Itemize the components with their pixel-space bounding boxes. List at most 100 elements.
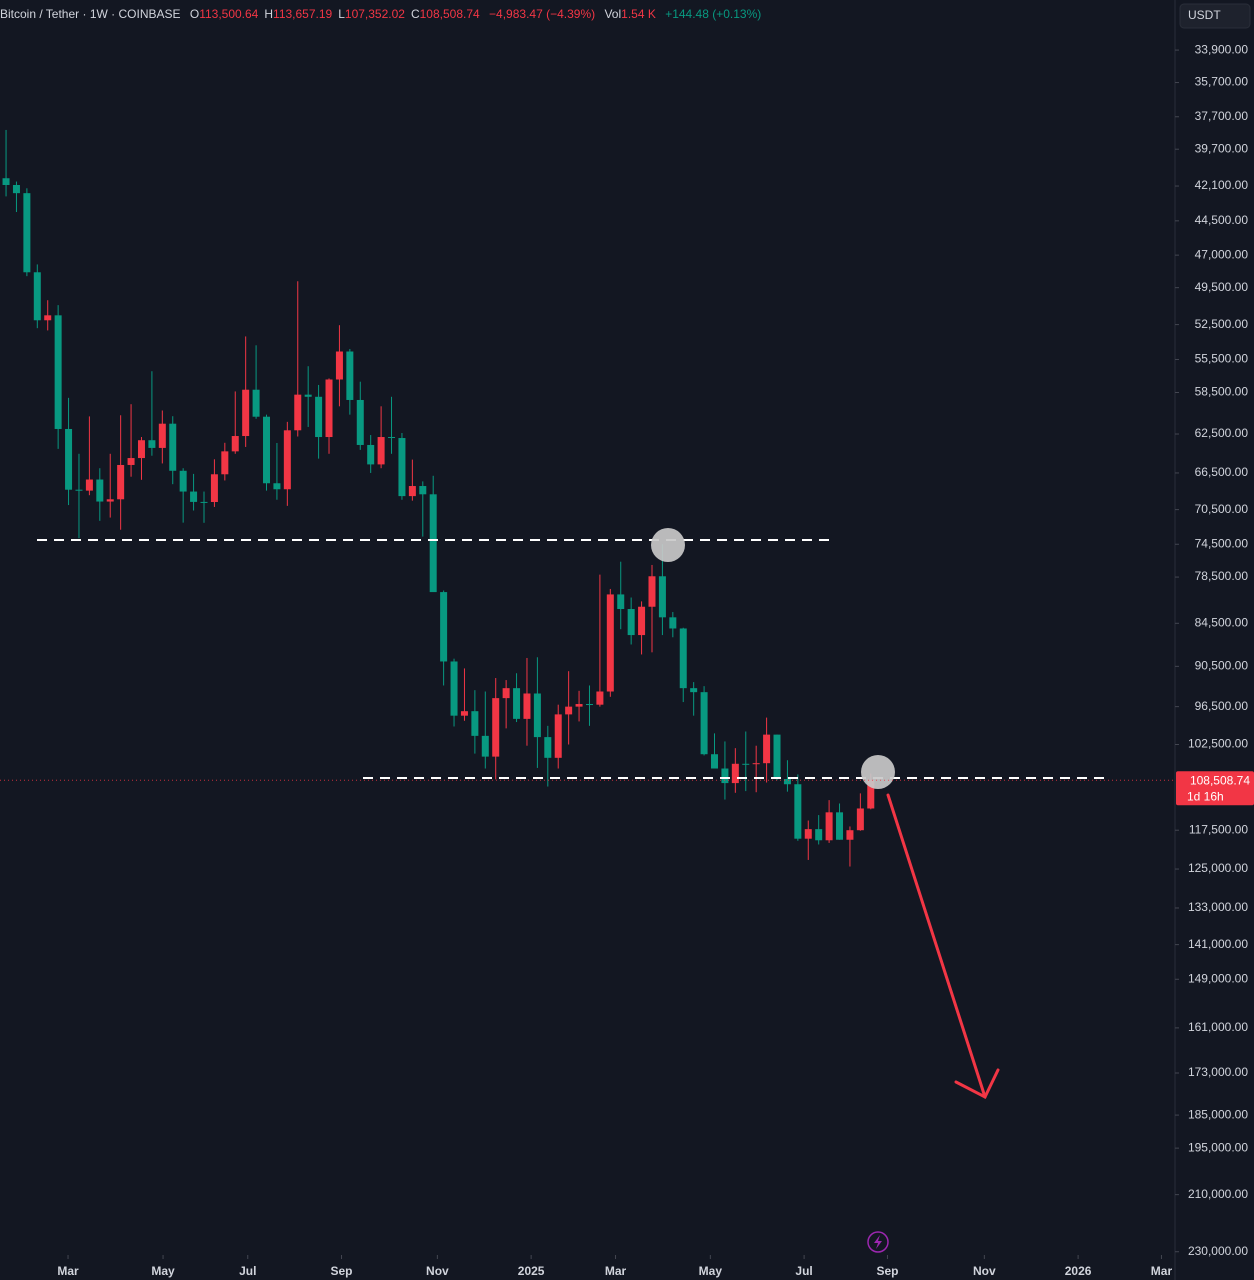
x-tick-label: Jul [795, 1264, 812, 1278]
ohlc-key: O [189, 7, 200, 21]
candle-body [648, 576, 656, 607]
ohlc-key: L [338, 7, 345, 21]
candle-body [721, 768, 729, 784]
candle-body [325, 379, 333, 438]
symbol-title: Bitcoin / Tether · 1W · COINBASE [0, 7, 181, 21]
candle-body [408, 486, 416, 497]
ohlc-value: 108,508.74 [419, 7, 480, 21]
candle-body [429, 494, 437, 593]
y-tick-label: 74,500.00 [1195, 536, 1249, 550]
y-tick-label: 37,700.00 [1195, 109, 1249, 123]
candle-body [492, 698, 500, 757]
candle-body [127, 458, 135, 465]
candle-body [846, 830, 854, 840]
candle-body [377, 437, 385, 465]
change-label: −4,983.47 (−4.39%) [489, 7, 596, 21]
candle-body [825, 812, 833, 841]
countdown-label: 1d 16h [1187, 789, 1224, 803]
y-tick-label: 78,500.00 [1195, 569, 1249, 583]
candle-body [23, 193, 31, 273]
candle-body [388, 437, 396, 439]
candle-body [856, 808, 864, 831]
candle-body [638, 606, 646, 636]
candles [2, 129, 875, 867]
candle-body [190, 491, 198, 502]
last-price-label: 108,508.74 [1190, 773, 1250, 787]
candle-body [679, 628, 687, 689]
y-tick-label: 195,000.00 [1188, 1140, 1248, 1154]
candle-body [731, 763, 739, 784]
candle-body [242, 389, 250, 437]
currency-button[interactable] [1179, 3, 1251, 29]
lightning-icon[interactable] [867, 1231, 889, 1253]
candle-body [419, 486, 427, 495]
x-tick-label: Nov [973, 1264, 996, 1278]
candle-body [585, 704, 593, 706]
y-tick-label: 185,000.00 [1188, 1107, 1248, 1121]
candle-body [617, 594, 625, 610]
candle-body [283, 430, 291, 490]
y-tick-label: 102,500.00 [1188, 737, 1248, 751]
candle-body [117, 464, 125, 500]
candle-body [33, 272, 41, 321]
candle-body [75, 489, 83, 491]
ohlc-value: 107,352.02 [344, 7, 405, 21]
candle-body [169, 423, 177, 471]
candle-body [315, 396, 323, 438]
candle-body [565, 706, 573, 715]
candle-body [179, 470, 187, 492]
candle-body [460, 711, 468, 716]
ohlc-key: H [264, 7, 274, 21]
candle-body [544, 737, 552, 758]
volume-change: +144.48 (+0.13%) [665, 7, 762, 21]
candle-body [815, 829, 823, 841]
y-tick-label: 133,000.00 [1188, 900, 1248, 914]
candle-body [513, 688, 521, 719]
x-tick-label: Mar [57, 1264, 79, 1278]
y-tick-label: 58,500.00 [1195, 385, 1249, 399]
candle-body [367, 444, 375, 465]
ohlc-legend: O113,500.64 H113,657.19 L107,352.02 C108,50… [184, 7, 480, 21]
y-tick-label: 117,500.00 [1189, 822, 1248, 836]
lightning-glyph [874, 1235, 882, 1249]
last-price-box [1176, 771, 1254, 806]
x-tick-label: Nov [426, 1264, 449, 1278]
candle-body [554, 714, 562, 758]
ohlc-key: C [410, 7, 420, 21]
candle-body [398, 438, 406, 497]
candle-body [273, 483, 281, 490]
y-tick-label: 230,000.00 [1188, 1244, 1248, 1258]
candle-body [658, 576, 666, 618]
x-tick-label: 2025 [518, 1264, 545, 1278]
x-tick-label: Mar [1151, 1264, 1173, 1278]
candle-body [356, 399, 364, 445]
x-tick-label: Jul [239, 1264, 256, 1278]
candle-body [627, 609, 635, 636]
candle-body [335, 351, 343, 380]
x-tick-label: Sep [876, 1264, 898, 1278]
y-tick-label: 55,500.00 [1195, 352, 1249, 366]
y-tick-label: 33,900.00 [1195, 42, 1249, 56]
x-tick-label: May [699, 1264, 723, 1278]
candle-body [575, 704, 583, 707]
y-tick-label: 66,500.00 [1195, 465, 1249, 479]
candle-body [867, 780, 875, 809]
candle-body [96, 479, 104, 502]
y-tick-label: 84,500.00 [1195, 615, 1249, 629]
y-tick-label: 70,500.00 [1195, 502, 1249, 516]
x-tick-label: 2026 [1065, 1264, 1092, 1278]
y-tick-label: 149,000.00 [1188, 971, 1248, 985]
candle-body [252, 389, 260, 417]
candle-body [596, 691, 604, 705]
candle-body [231, 436, 239, 452]
y-tick-label: 210,000.00 [1188, 1187, 1248, 1201]
currency-label: USDT [1188, 8, 1221, 22]
x-tick-label: Sep [331, 1264, 353, 1278]
candle-body [783, 779, 791, 785]
candle-body [137, 440, 145, 459]
candle-body [200, 501, 208, 503]
candle-body [669, 617, 677, 629]
